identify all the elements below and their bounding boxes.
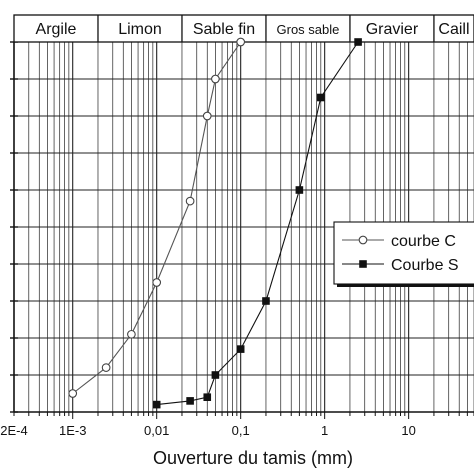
soil-class-header: Argile Limon Sable fin Gros sable Gravier Cai… <box>13 14 474 43</box>
series-line <box>72 41 242 394</box>
data-point-square <box>236 345 245 353</box>
x-tick-label: 0,01 <box>144 423 169 438</box>
data-point-circle <box>127 329 136 339</box>
soil-class-label: Sable fin <box>193 21 255 38</box>
data-point-square <box>186 397 194 405</box>
data-point-square <box>203 393 212 401</box>
data-point-circle <box>211 74 220 84</box>
data-point-circle <box>202 111 212 121</box>
header-frame <box>13 14 474 43</box>
legend-label: courbe C <box>391 233 456 250</box>
data-point-square <box>152 400 161 409</box>
axes <box>13 42 474 419</box>
x-axis-label: Ouverture du tamis (mm) <box>153 448 353 468</box>
data-point-square <box>211 371 220 379</box>
x-tick-label: 1E-3 <box>59 423 86 438</box>
x-tick-label: 0,1 <box>232 423 250 438</box>
data-point-circle <box>185 196 195 206</box>
x-tick-labels: 2E-4 1E-3 0,01 0,1 1 10 <box>0 423 416 438</box>
legend-box <box>333 221 474 285</box>
x-tick-label: 2E-4 <box>0 423 27 438</box>
x-tick-label: 10 <box>401 423 415 438</box>
soil-class-label: Caill <box>438 21 469 38</box>
data-point-square <box>354 38 362 46</box>
data-point-square <box>262 297 270 305</box>
data-point-square <box>295 186 304 194</box>
data-point-circle <box>101 363 111 372</box>
x-tick-label: 1 <box>321 423 328 438</box>
series-markers <box>68 37 362 409</box>
soil-class-label: Gravier <box>366 21 419 38</box>
data-point-square <box>317 93 325 102</box>
legend-marker-circle <box>358 235 368 245</box>
soil-class-label: Gros sable <box>277 22 340 37</box>
series-line <box>156 41 359 406</box>
data-point-circle <box>236 37 246 47</box>
legend-label: Courbe S <box>391 257 459 274</box>
legend-marker-square <box>359 260 367 268</box>
data-point-circle <box>68 389 78 398</box>
soil-class-label: Argile <box>36 21 77 38</box>
data-point-circle <box>152 278 162 287</box>
legend: courbe C Courbe S <box>333 221 474 287</box>
soil-class-label: Limon <box>118 21 162 38</box>
